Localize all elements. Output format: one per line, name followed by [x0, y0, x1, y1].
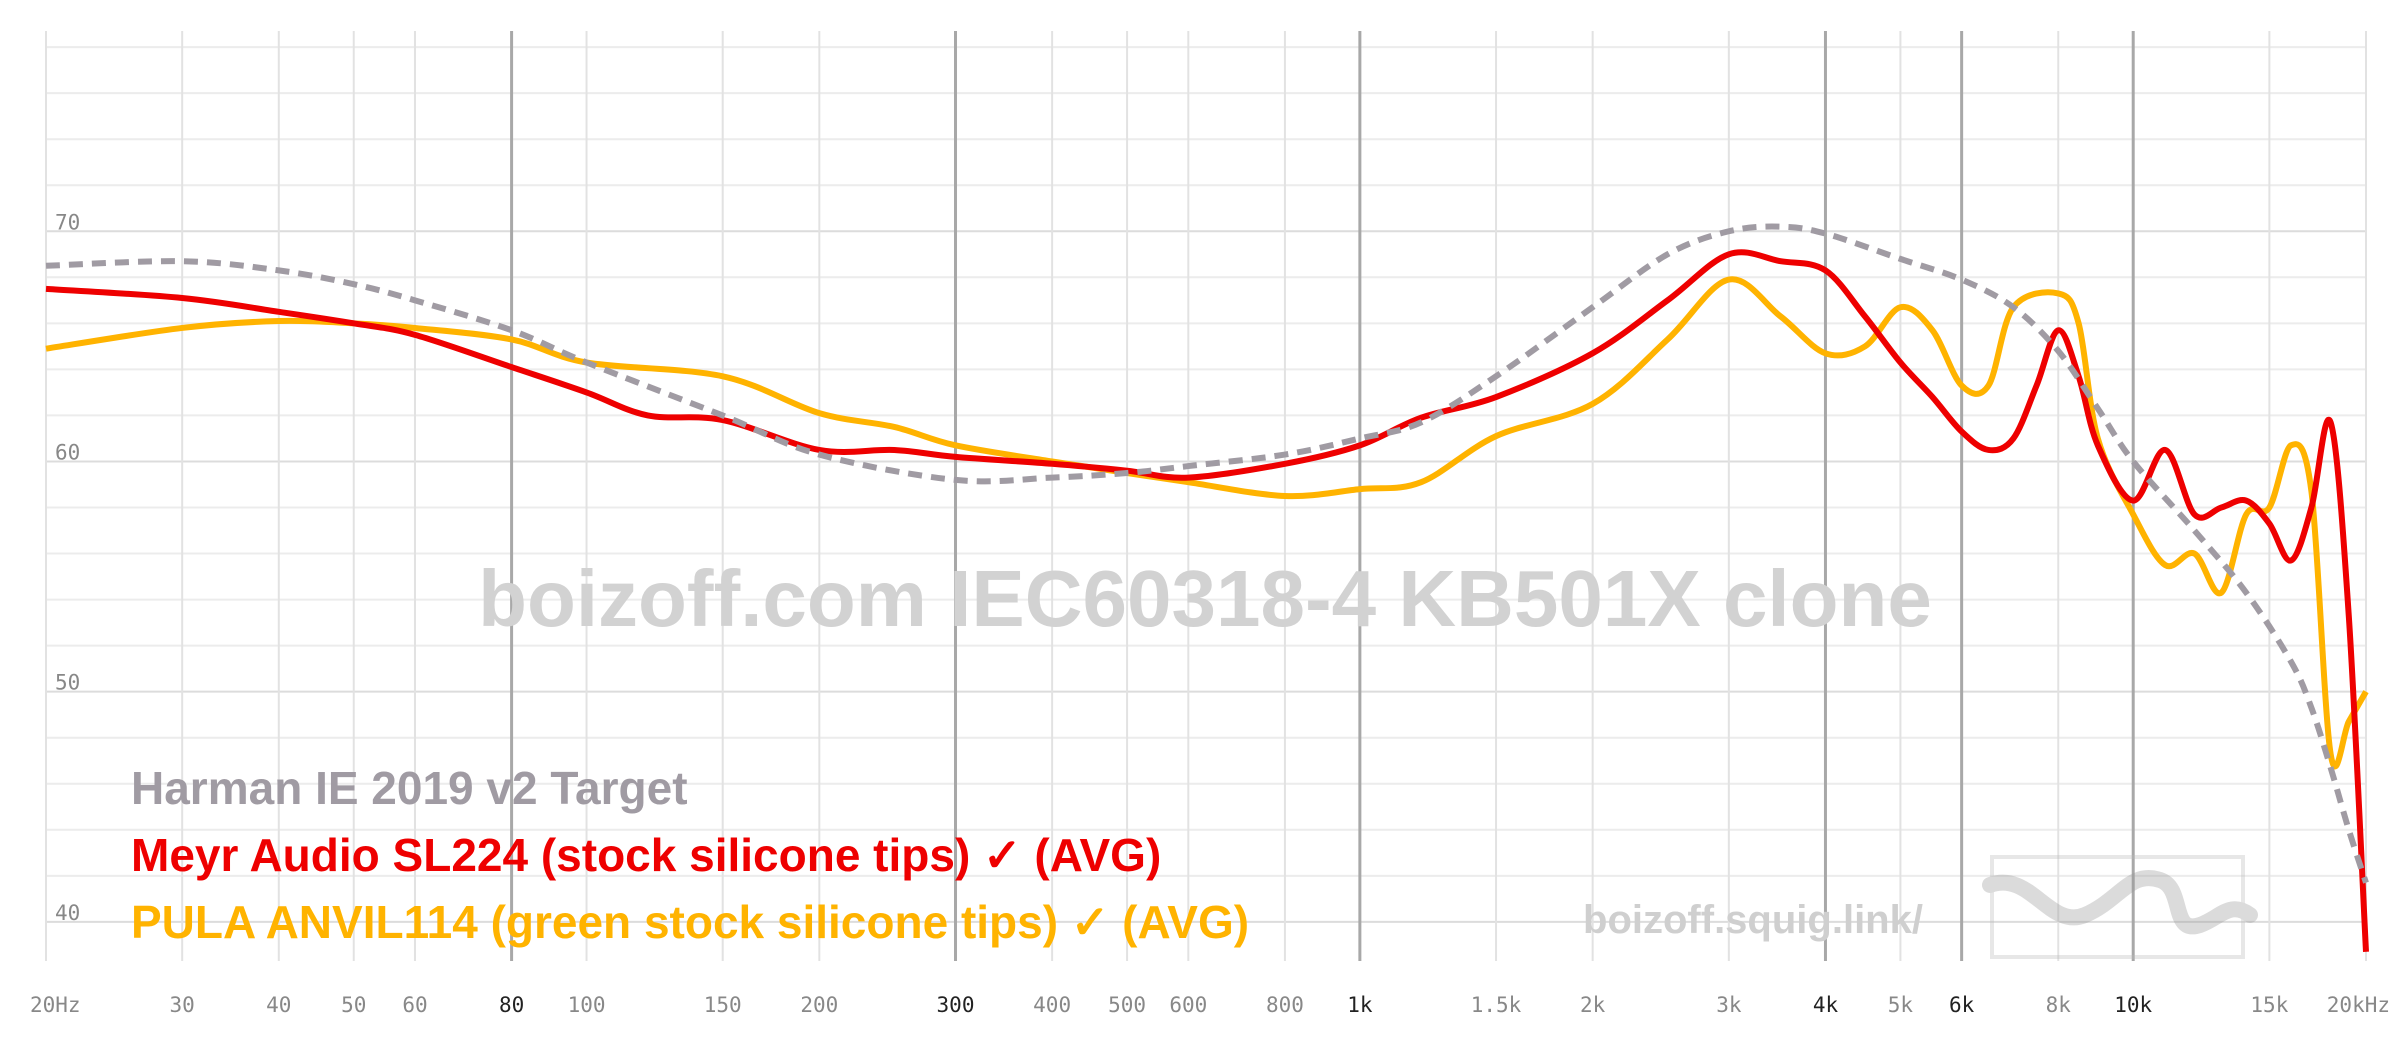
y-tick-label: 40 — [55, 901, 80, 925]
x-tick-label: 6k — [1949, 993, 1975, 1017]
x-tick-label: 600 — [1169, 993, 1207, 1017]
x-tick-label: 150 — [704, 993, 742, 1017]
x-tick-label: 8k — [2046, 993, 2072, 1017]
x-tick-label: 40 — [266, 993, 291, 1017]
legend-entry: Harman IE 2019 v2 Target — [131, 762, 688, 814]
x-tick-label: 400 — [1033, 993, 1071, 1017]
x-tick-label: 100 — [568, 993, 606, 1017]
x-tick-label: 300 — [937, 993, 975, 1017]
x-tick-label: 4k — [1813, 993, 1839, 1017]
legend-entry: Meyr Audio SL224 (stock silicone tips) ✓… — [131, 829, 1161, 881]
logo — [1982, 855, 2258, 959]
x-tick-label: 60 — [402, 993, 427, 1017]
x-tick-label: 200 — [800, 993, 838, 1017]
x-tick-label: 80 — [499, 993, 524, 1017]
x-tick-label: 1.5k — [1471, 993, 1522, 1017]
series-line — [45, 223, 2369, 884]
y-tick-label: 50 — [55, 671, 80, 695]
site-link: boizoff.squig.link/ — [1583, 898, 1923, 942]
lines — [45, 223, 2369, 952]
x-tick-label: 500 — [1108, 993, 1146, 1017]
x-tick-label: 800 — [1266, 993, 1304, 1017]
x-tick-label: 20kHz — [2327, 993, 2390, 1017]
x-tick-label: 10k — [2114, 993, 2152, 1017]
x-tick-label: 2k — [1580, 993, 1606, 1017]
y-tick-label: 70 — [55, 210, 80, 234]
x-tick-label: 3k — [1716, 993, 1742, 1017]
series-line — [45, 249, 2369, 952]
x-tick-label: 50 — [341, 993, 366, 1017]
legend-entry: PULA ANVIL114 (green stock silicone tips… — [131, 896, 1249, 948]
series-line — [45, 276, 2369, 770]
watermark: boizoff.com IEC60318-4 KB501X clone — [478, 554, 1932, 643]
x-tick-label: 5k — [1888, 993, 1914, 1017]
x-tick-label: 30 — [170, 993, 195, 1017]
legend: Harman IE 2019 v2 Target Meyr Audio SL224… — [131, 762, 1249, 948]
x-tick-label: 20Hz — [30, 993, 81, 1017]
x-tick-label: 1k — [1347, 993, 1373, 1017]
y-tick-label: 60 — [55, 440, 80, 464]
x-tick-label: 15k — [2250, 993, 2288, 1017]
